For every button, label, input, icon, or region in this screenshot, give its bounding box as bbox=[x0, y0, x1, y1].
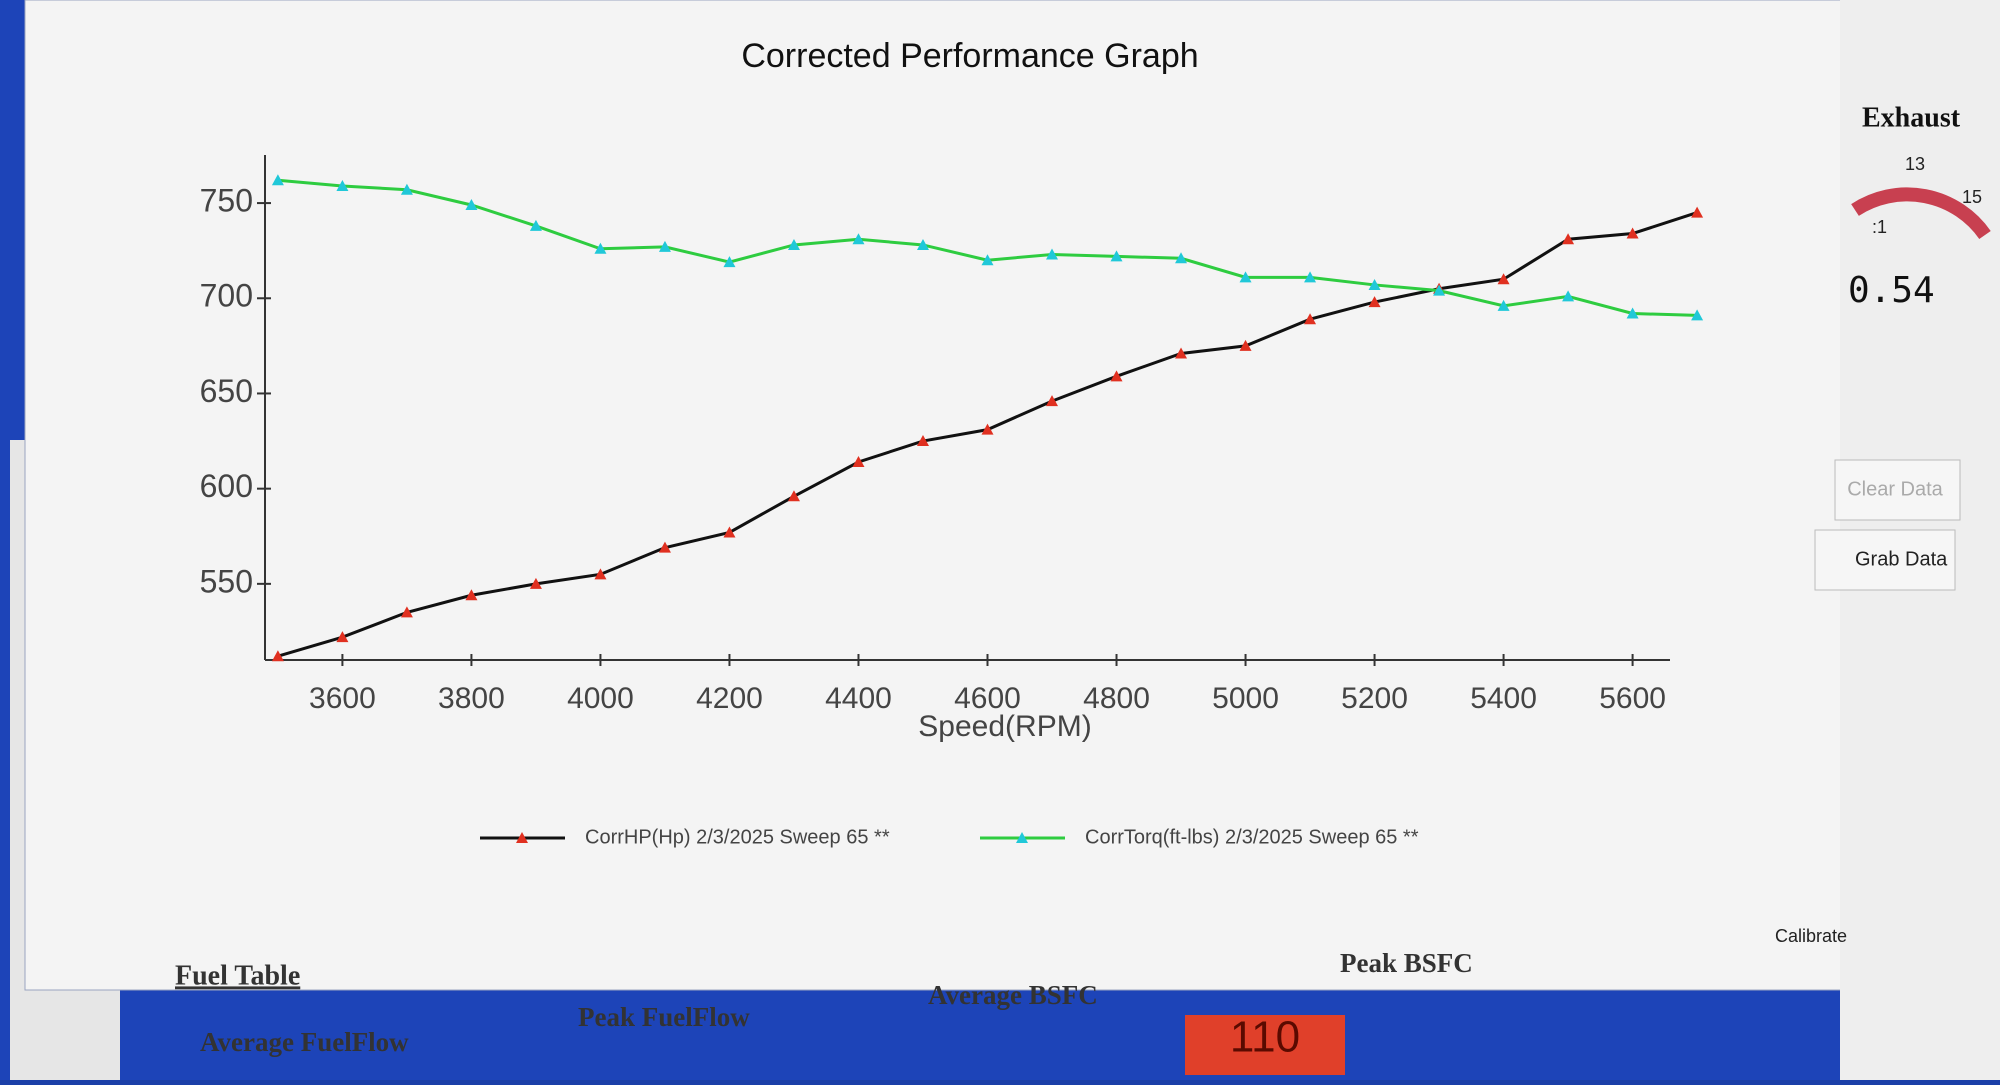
marker bbox=[529, 577, 542, 589]
marker bbox=[529, 219, 542, 231]
marker bbox=[916, 435, 929, 447]
marker bbox=[1239, 271, 1252, 283]
y-tick-label: 600 bbox=[200, 468, 253, 504]
gauge-tick: 13 bbox=[1905, 154, 1925, 174]
x-tick-label: 5000 bbox=[1212, 682, 1279, 715]
marker bbox=[1497, 299, 1510, 311]
marker bbox=[1433, 284, 1446, 296]
y-tick-label: 650 bbox=[200, 373, 253, 409]
marker bbox=[1239, 339, 1252, 351]
marker bbox=[1626, 307, 1639, 319]
gauge-arc bbox=[1851, 187, 1991, 240]
marker bbox=[852, 456, 865, 467]
marker bbox=[400, 606, 413, 618]
button[interactable] bbox=[1814, 529, 1956, 591]
x-tick-label: 5400 bbox=[1470, 682, 1537, 715]
x-tick-label: 4200 bbox=[696, 682, 763, 715]
marker bbox=[1626, 227, 1639, 239]
x-axis-label: Speed(RPM) bbox=[918, 710, 1091, 743]
marker bbox=[1368, 278, 1381, 290]
marker bbox=[1175, 252, 1188, 264]
marker bbox=[1562, 290, 1575, 302]
fuel-column: Peak FuelFlow bbox=[578, 1002, 750, 1032]
legend-marker bbox=[516, 832, 528, 843]
x-tick-label: 4400 bbox=[825, 682, 892, 715]
marker bbox=[1046, 248, 1059, 260]
marker bbox=[1691, 309, 1704, 321]
gauge-ratio: :1 bbox=[1872, 217, 1887, 237]
marker bbox=[916, 238, 929, 250]
button-label: Clear Data bbox=[1847, 478, 1943, 500]
marker bbox=[1562, 233, 1575, 245]
reading-box bbox=[1185, 1015, 1345, 1075]
marker bbox=[1304, 313, 1317, 325]
marker bbox=[594, 568, 607, 580]
button[interactable] bbox=[1834, 459, 1961, 521]
marker bbox=[336, 179, 349, 191]
marker bbox=[1175, 347, 1188, 359]
marker bbox=[271, 174, 284, 186]
x-tick-label: 4600 bbox=[954, 682, 1021, 715]
marker bbox=[852, 233, 865, 245]
marker bbox=[1110, 370, 1123, 382]
marker bbox=[594, 242, 607, 254]
x-tick-label: 4800 bbox=[1083, 682, 1150, 715]
graph-window bbox=[24, 0, 1876, 991]
button-label[interactable]: Calibrate bbox=[1775, 926, 1847, 946]
marker bbox=[658, 541, 671, 553]
marker bbox=[723, 526, 736, 538]
x-tick-label: 5200 bbox=[1341, 682, 1408, 715]
marker bbox=[400, 183, 413, 195]
y-tick-label: 550 bbox=[200, 563, 253, 599]
legend-label: CorrHP(Hp) 2/3/2025 Sweep 65 ** bbox=[585, 826, 890, 848]
marker bbox=[981, 254, 994, 266]
fuel-table-title: Fuel Table bbox=[175, 960, 300, 991]
fuel-column: Average FuelFlow bbox=[200, 1027, 409, 1057]
fuel-column: Average BSFC bbox=[928, 980, 1098, 1010]
marker bbox=[465, 198, 478, 210]
marker bbox=[1368, 296, 1381, 308]
gauge-title: Exhaust bbox=[1862, 102, 1961, 133]
x-tick-label: 3800 bbox=[438, 682, 505, 715]
plot: 550 600 650 700 750 3600 3800 4000 4200 4400 4600 4… bbox=[200, 155, 1704, 848]
marker bbox=[1691, 206, 1704, 218]
marker bbox=[787, 238, 800, 250]
gauge-value: 0.54 bbox=[1848, 270, 1935, 311]
marker bbox=[1304, 271, 1317, 283]
marker bbox=[465, 589, 478, 601]
reading: 110 bbox=[1230, 1013, 1300, 1062]
y-tick-label: 750 bbox=[200, 183, 253, 219]
x-tick-label: 3600 bbox=[309, 682, 376, 715]
marker bbox=[1497, 273, 1510, 285]
button-label: Grab Data bbox=[1855, 548, 1948, 570]
x-tick-label: 4000 bbox=[567, 682, 634, 715]
marker bbox=[981, 423, 994, 435]
y-tick-label: 700 bbox=[200, 278, 253, 314]
marker bbox=[1110, 250, 1123, 262]
marker bbox=[336, 631, 349, 643]
fuel-column: Peak BSFC bbox=[1340, 948, 1473, 978]
marker bbox=[271, 650, 284, 662]
gauge-tick: 15 bbox=[1962, 187, 1982, 207]
marker bbox=[1046, 395, 1059, 407]
marker bbox=[723, 256, 736, 268]
marker bbox=[658, 240, 671, 252]
chart-title: Corrected Performance Graph bbox=[741, 37, 1198, 75]
x-tick-label: 5600 bbox=[1599, 682, 1666, 715]
marker bbox=[787, 490, 800, 502]
legend-label: CorrTorq(ft-lbs) 2/3/2025 Sweep 65 ** bbox=[1085, 826, 1419, 848]
legend-marker bbox=[1016, 832, 1028, 843]
